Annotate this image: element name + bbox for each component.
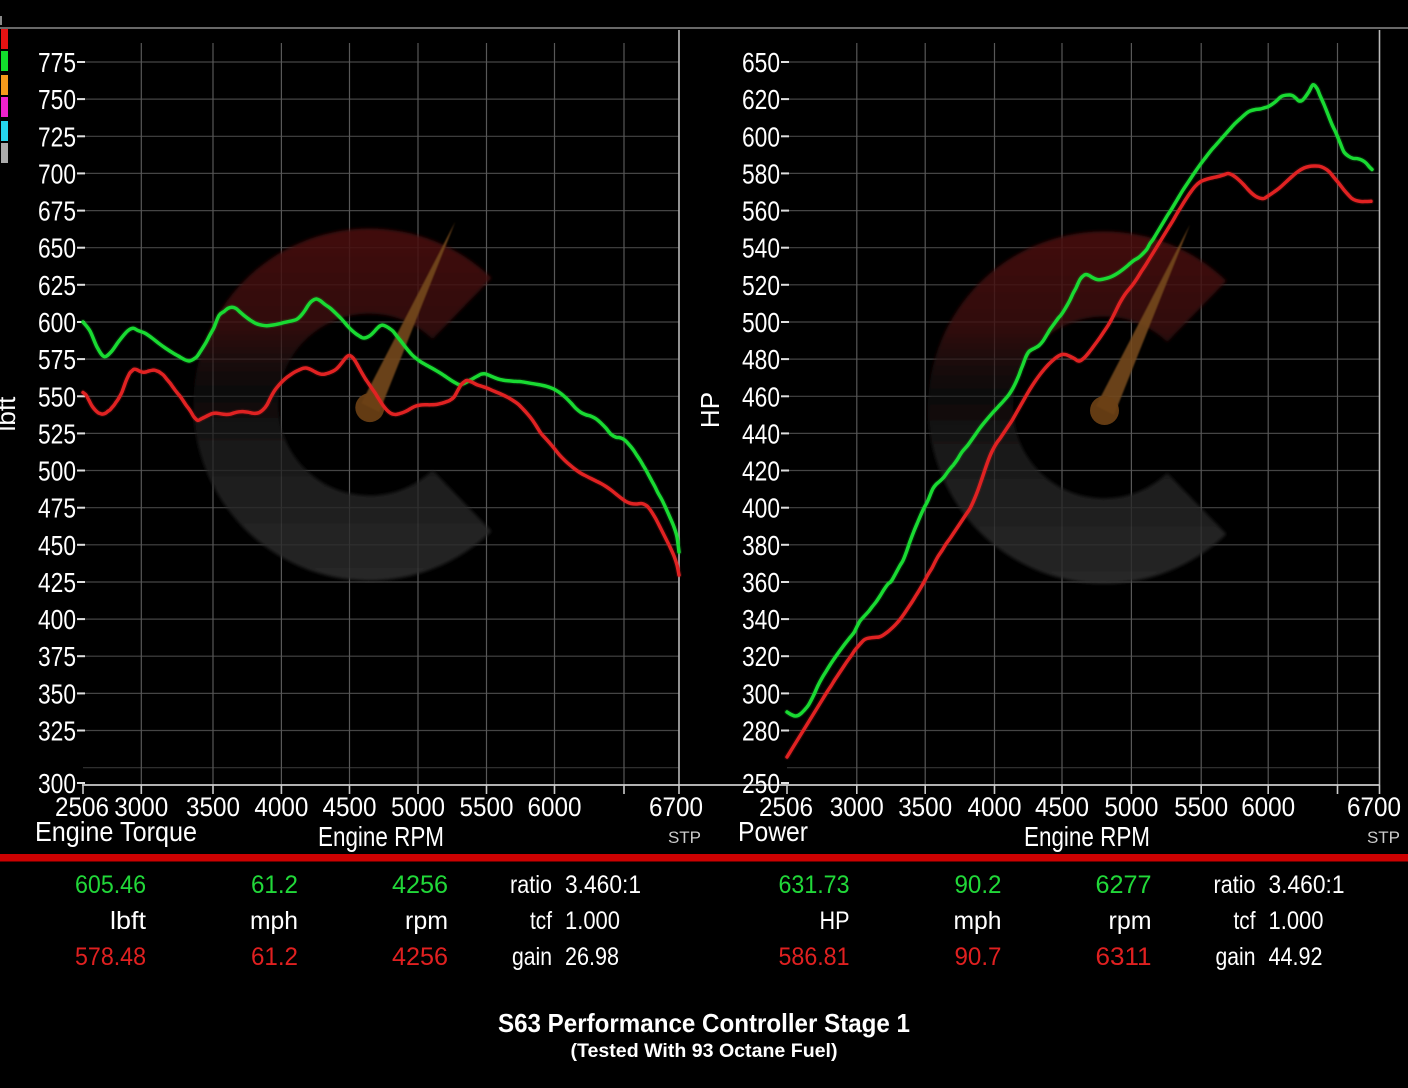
svg-text:tcf: tcf [1234, 907, 1256, 935]
svg-text:750: 750 [38, 84, 76, 115]
svg-text:1.000: 1.000 [1269, 907, 1324, 935]
svg-text:6700: 6700 [1347, 792, 1401, 822]
svg-text:STP: STP [1367, 828, 1400, 847]
svg-text:350: 350 [38, 678, 76, 709]
svg-text:HP: HP [820, 907, 850, 935]
svg-text:580: 580 [742, 158, 780, 189]
svg-text:725: 725 [38, 121, 76, 152]
svg-text:5500: 5500 [460, 792, 514, 822]
svg-text:250: 250 [742, 768, 780, 799]
svg-text:375: 375 [38, 641, 76, 672]
svg-text:520: 520 [742, 270, 780, 301]
svg-text:mph: mph [250, 907, 298, 935]
svg-text:420: 420 [742, 456, 780, 487]
svg-text:6277: 6277 [1096, 871, 1152, 899]
svg-text:44.92: 44.92 [1269, 943, 1323, 971]
svg-text:450: 450 [38, 530, 76, 561]
svg-text:525: 525 [38, 418, 76, 449]
svg-text:26.98: 26.98 [565, 943, 619, 971]
svg-text:rpm: rpm [1109, 907, 1152, 935]
svg-text:tcf: tcf [530, 907, 552, 935]
svg-text:61.2: 61.2 [251, 943, 298, 971]
svg-text:rpm: rpm [405, 907, 448, 935]
svg-text:5000: 5000 [391, 792, 445, 822]
svg-text:3000: 3000 [830, 792, 884, 822]
svg-text:300: 300 [742, 678, 780, 709]
svg-text:631.73: 631.73 [779, 871, 850, 899]
svg-text:440: 440 [742, 418, 780, 449]
svg-text:3.460:1: 3.460:1 [1269, 871, 1345, 899]
svg-text:340: 340 [742, 604, 780, 635]
svg-text:380: 380 [742, 530, 780, 561]
svg-text:1.000: 1.000 [565, 907, 620, 935]
svg-text:625: 625 [38, 270, 76, 301]
svg-text:gain: gain [512, 943, 552, 971]
svg-text:mph: mph [954, 907, 1002, 935]
svg-text:650: 650 [38, 233, 76, 264]
svg-text:5500: 5500 [1174, 792, 1228, 822]
svg-text:775: 775 [38, 47, 76, 78]
svg-text:lbft: lbft [0, 396, 21, 431]
svg-text:500: 500 [742, 307, 780, 338]
svg-text:540: 540 [742, 233, 780, 264]
svg-text:(Tested With 93 Octane Fuel): (Tested With 93 Octane Fuel) [571, 1040, 838, 1062]
svg-text:2506: 2506 [55, 792, 109, 822]
svg-text:600: 600 [38, 307, 76, 338]
svg-text:400: 400 [742, 493, 780, 524]
svg-text:4256: 4256 [392, 871, 448, 899]
svg-text:6311: 6311 [1096, 943, 1152, 971]
svg-text:Engine RPM: Engine RPM [1024, 821, 1150, 852]
svg-text:STP: STP [668, 828, 701, 847]
svg-text:4000: 4000 [254, 792, 308, 822]
svg-text:Power: Power [738, 816, 808, 847]
svg-text:560: 560 [742, 196, 780, 227]
svg-text:325: 325 [38, 716, 76, 747]
svg-text:460: 460 [742, 381, 780, 412]
svg-text:HP: HP [695, 392, 725, 428]
svg-text:gain: gain [1216, 943, 1256, 971]
svg-text:675: 675 [38, 196, 76, 227]
svg-text:90.7: 90.7 [955, 943, 1002, 971]
svg-text:90.2: 90.2 [955, 871, 1002, 899]
svg-text:Engine Torque: Engine Torque [35, 816, 197, 847]
svg-text:400: 400 [38, 604, 76, 635]
svg-text:605.46: 605.46 [75, 871, 146, 899]
svg-text:3.460:1: 3.460:1 [565, 871, 641, 899]
svg-text:6700: 6700 [649, 792, 703, 822]
svg-text:650: 650 [742, 47, 780, 78]
svg-text:300: 300 [38, 768, 76, 799]
svg-text:4256: 4256 [392, 943, 448, 971]
svg-text:425: 425 [38, 567, 76, 598]
svg-text:3500: 3500 [898, 792, 952, 822]
svg-text:4500: 4500 [1035, 792, 1089, 822]
svg-text:lbft: lbft [110, 907, 146, 935]
svg-text:360: 360 [742, 567, 780, 598]
svg-text:320: 320 [742, 641, 780, 672]
svg-text:280: 280 [742, 716, 780, 747]
svg-text:550: 550 [38, 381, 76, 412]
svg-text:4000: 4000 [968, 792, 1022, 822]
svg-text:6000: 6000 [528, 792, 582, 822]
svg-text:475: 475 [38, 493, 76, 524]
svg-text:500: 500 [38, 456, 76, 487]
svg-text:620: 620 [742, 84, 780, 115]
svg-text:600: 600 [742, 121, 780, 152]
svg-text:3000: 3000 [114, 792, 168, 822]
svg-text:578.48: 578.48 [75, 943, 146, 971]
svg-text:ratio: ratio [1214, 871, 1256, 899]
svg-text:2506: 2506 [759, 792, 813, 822]
svg-text:6000: 6000 [1241, 792, 1295, 822]
svg-text:700: 700 [38, 158, 76, 189]
svg-text:480: 480 [742, 344, 780, 375]
svg-text:61.2: 61.2 [251, 871, 298, 899]
svg-text:Engine RPM: Engine RPM [318, 821, 444, 852]
svg-text:4500: 4500 [323, 792, 377, 822]
svg-text:3500: 3500 [186, 792, 240, 822]
svg-text:586.81: 586.81 [779, 943, 850, 971]
svg-text:ratio: ratio [510, 871, 552, 899]
svg-text:S63 Performance Controller Sta: S63 Performance Controller Stage 1 [498, 1008, 910, 1038]
svg-text:5000: 5000 [1104, 792, 1158, 822]
svg-text:575: 575 [38, 344, 76, 375]
